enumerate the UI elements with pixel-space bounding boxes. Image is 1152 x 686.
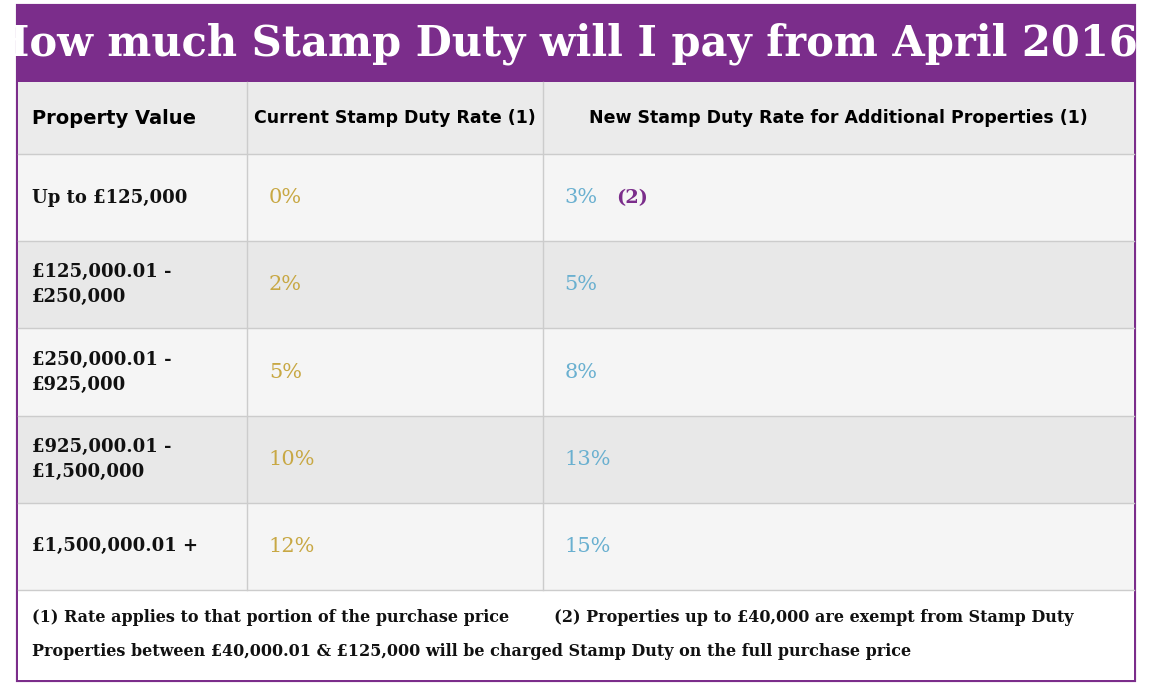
Bar	[18, 416, 1134, 503]
Bar	[18, 503, 1134, 590]
Text: 12%: 12%	[268, 537, 316, 556]
Text: 2%: 2%	[268, 275, 302, 294]
Text: (1) Rate applies to that portion of the purchase price        (2) Properties up : (1) Rate applies to that portion of the …	[32, 608, 1074, 626]
Text: 3%: 3%	[564, 188, 598, 207]
Text: £250,000.01 -
£925,000: £250,000.01 - £925,000	[32, 351, 172, 394]
Text: Property Value: Property Value	[32, 108, 196, 128]
Bar	[18, 154, 1134, 241]
Bar	[18, 82, 1134, 154]
Text: How much Stamp Duty will I pay from April 2016?: How much Stamp Duty will I pay from Apri…	[0, 23, 1152, 65]
Bar	[18, 6, 1134, 82]
Bar	[18, 590, 1134, 680]
Text: 5%: 5%	[268, 362, 302, 381]
Text: 5%: 5%	[564, 275, 598, 294]
Text: 10%: 10%	[268, 450, 316, 469]
Text: 0%: 0%	[268, 188, 302, 207]
Text: Current Stamp Duty Rate (1): Current Stamp Duty Rate (1)	[253, 109, 536, 127]
Bar	[18, 329, 1134, 416]
Text: (2): (2)	[616, 189, 649, 206]
Text: £125,000.01 -
£250,000: £125,000.01 - £250,000	[32, 263, 172, 307]
Text: Up to £125,000: Up to £125,000	[32, 189, 188, 206]
Text: Properties between £40,000.01 & £125,000 will be charged Stamp Duty on the full : Properties between £40,000.01 & £125,000…	[32, 643, 911, 660]
Bar	[18, 241, 1134, 329]
Text: 13%: 13%	[564, 450, 611, 469]
Text: 15%: 15%	[564, 537, 611, 556]
Text: New Stamp Duty Rate for Additional Properties (1): New Stamp Duty Rate for Additional Prope…	[589, 109, 1087, 127]
Text: £925,000.01 -
£1,500,000: £925,000.01 - £1,500,000	[32, 438, 172, 481]
Text: 8%: 8%	[564, 362, 598, 381]
Text: £1,500,000.01 +: £1,500,000.01 +	[32, 537, 198, 556]
